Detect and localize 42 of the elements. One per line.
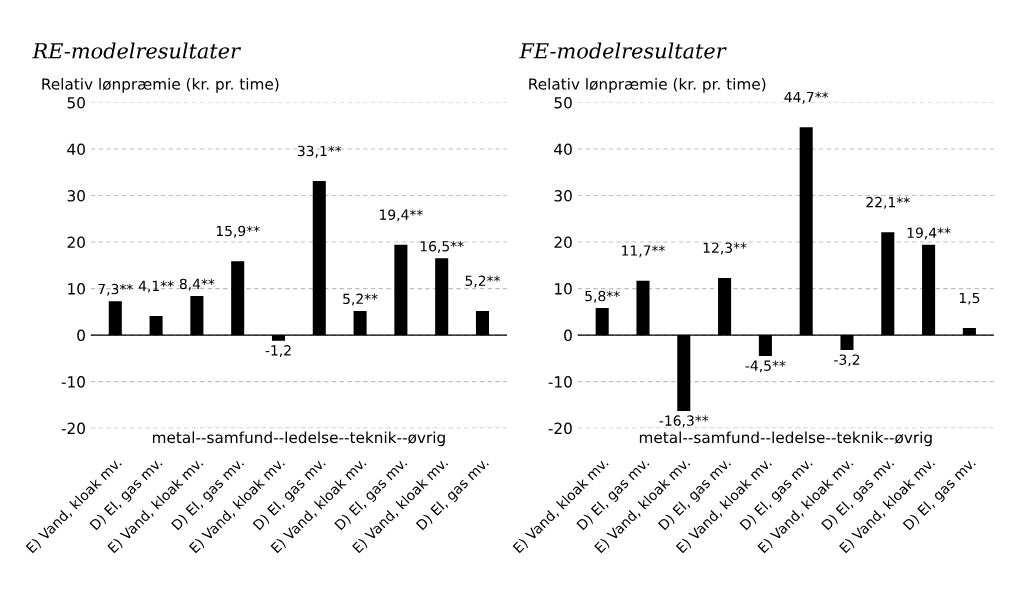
data-label: -4,5** [745,360,786,373]
y-tick-label: 0 [77,329,85,342]
data-label: 44,7** [784,91,829,104]
y-tick-label: 10 [68,283,85,295]
data-label: -16,3** [659,415,709,428]
data-label: -3,2 [834,354,860,367]
y-axis-title: Relativ lønpræmie (kr. pr. time) [42,77,279,93]
data-label: 1,5 [959,292,980,305]
y-tick-label: -20 [548,422,572,435]
data-label: 16,5** [420,240,464,253]
y-tick-label: 30 [554,190,572,202]
chart-title: FE-modelresultater [519,42,727,59]
data-label: 5,8** [585,290,620,303]
y-axis-title: Relativ lønpræmie (kr. pr. time) [529,77,766,93]
y-tick-label: 20 [67,236,85,249]
data-label: 5,2** [343,293,378,306]
data-label: 19,4** [907,227,951,240]
data-label: 11,7** [622,245,665,258]
y-tick-label: -20 [61,422,85,435]
data-label: 5,2** [465,275,501,288]
y-tick-label: -10 [548,376,572,388]
data-label: 33,1** [297,145,342,158]
y-tick-label: 50 [554,96,572,109]
data-label: 12,3** [703,242,747,255]
data-label: 15,9** [216,225,260,238]
y-tick-label: 10 [555,283,572,295]
y-tick-label: 30 [67,190,85,202]
data-label: 4,1** [138,280,174,293]
data-label: 7,3** [98,283,133,296]
y-tick-label: 40 [554,143,572,156]
chart-title: RE-modelresultater [32,42,242,59]
y-tick-label: 40 [67,143,85,156]
y-tick-label: 50 [67,96,85,109]
y-tick-label: 0 [564,329,572,342]
data-label: 22,1** [866,196,910,209]
text: metal--samfund--ledelse--teknik--øvrig [152,431,445,447]
y-tick-label: -10 [61,376,85,388]
y-tick-label: 20 [554,236,572,249]
data-label: 19,4** [380,209,423,222]
data-label: -1,2 [265,345,291,358]
data-label: 8,4** [179,278,215,291]
text: metal--samfund--ledelse--teknik--øvrig [639,431,932,447]
